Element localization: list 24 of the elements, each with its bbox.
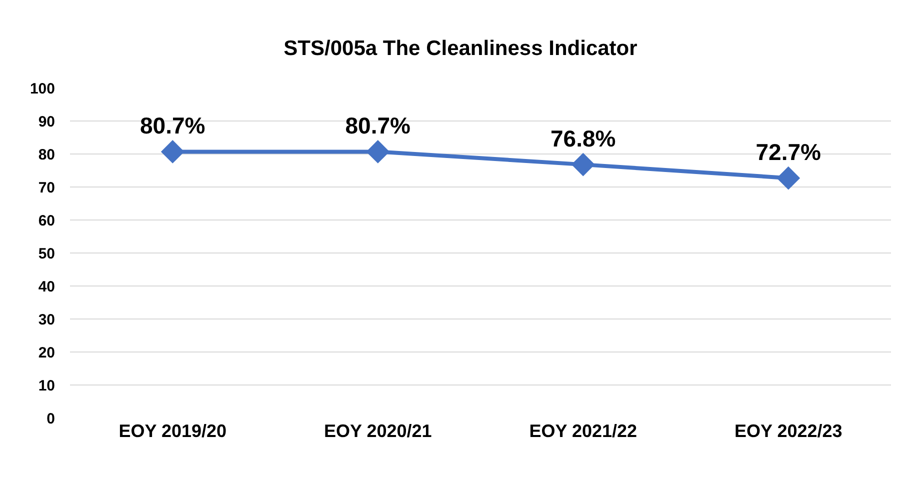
chart-title: STS/005a The Cleanliness Indicator <box>284 37 638 60</box>
y-tick-label: 60 <box>38 212 55 230</box>
x-tick-label: EOY 2020/21 <box>324 421 432 441</box>
data-label: 80.7% <box>345 112 410 139</box>
y-tick-label: 100 <box>30 80 55 98</box>
x-tick-label: EOY 2019/20 <box>118 421 227 441</box>
y-tick-label: 30 <box>38 311 55 328</box>
data-label: 76.8% <box>550 126 616 152</box>
y-tick-label: 10 <box>38 377 55 394</box>
x-tick-label: EOY 2021/22 <box>529 421 638 441</box>
y-tick-label: 70 <box>38 179 55 196</box>
y-tick-label: 50 <box>38 245 55 262</box>
point <box>160 140 184 164</box>
y-tick-label: 90 <box>38 113 55 130</box>
y-tick-label: 80 <box>38 146 55 164</box>
point <box>571 152 595 176</box>
data-label: 72.7% <box>756 139 821 166</box>
data-label: 80.7% <box>140 112 206 139</box>
y-tick-label: 20 <box>38 344 55 362</box>
y-tick-label: 40 <box>38 278 55 296</box>
point <box>776 166 800 190</box>
y-tick-label: 0 <box>46 410 55 428</box>
x-tick-label: EOY 2022/23 <box>734 421 842 441</box>
point <box>366 140 390 164</box>
